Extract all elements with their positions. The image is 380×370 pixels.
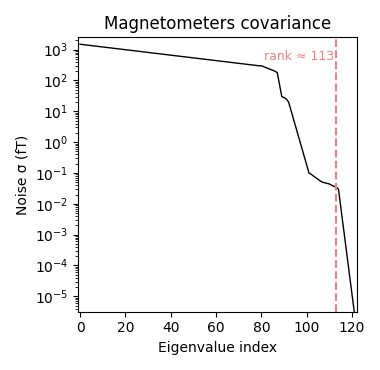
Text: rank ≈ 113: rank ≈ 113 xyxy=(264,50,334,63)
Y-axis label: Noise σ (fT): Noise σ (fT) xyxy=(15,134,29,215)
Title: Magnetometers covariance: Magnetometers covariance xyxy=(104,15,331,33)
X-axis label: Eigenvalue index: Eigenvalue index xyxy=(158,341,277,355)
